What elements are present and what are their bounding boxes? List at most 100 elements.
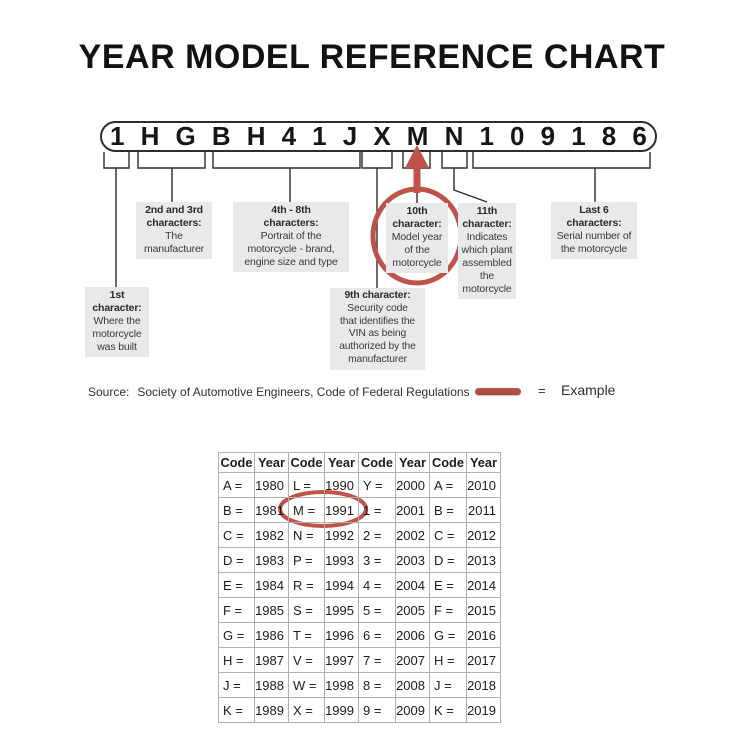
code-cell: D = [429,547,467,573]
year-cell: 1980 [254,472,289,498]
source-note: Source: Society of Automotive Engineers, … [88,385,470,399]
code-cell: H = [429,647,467,673]
vin-character: 8 [601,121,617,151]
year-cell: 2011 [466,497,501,523]
year-cell: 2014 [466,572,501,598]
year-cell: 2010 [466,472,501,498]
callout-body: Model year of the motorcycle [391,231,443,270]
callout-heading: 1st character: [92,289,142,315]
vin-character: 6 [632,121,647,151]
code-cell: 7 = [358,647,396,673]
callout-body: Portrait of the motorcycle - brand, engi… [244,230,338,269]
table-header-cell: Year [395,452,430,473]
code-cell: H = [218,647,255,673]
year-cell: 1996 [324,622,359,648]
code-cell: 9 = [358,697,396,723]
code-cell: M = [288,497,325,523]
year-cell: 2013 [466,547,501,573]
year-cell: 2002 [395,522,430,548]
table-header-cell: Year [254,452,289,473]
source-label: Source: [88,385,130,399]
year-cell: 2009 [395,697,430,723]
code-cell: C = [218,522,255,548]
code-cell: J = [218,672,255,698]
vin-character: G [175,121,196,151]
code-cell: B = [429,497,467,523]
vin-character: M [406,121,429,151]
callout-heading: Last 6 characters: [566,204,622,230]
equals-sign: = [538,383,546,398]
vin-group-brackets [103,152,651,169]
code-cell: 1 = [358,497,396,523]
code-cell: G = [218,622,255,648]
callout-heading: 4th - 8th characters: [263,204,319,230]
year-cell: 1993 [324,547,359,573]
year-cell: 1995 [324,597,359,623]
vin-character: X [373,121,391,151]
year-cell: 1999 [324,697,359,723]
table-header-cell: Code [288,452,325,473]
vin-character: 1 [110,121,125,151]
code-cell: G = [429,622,467,648]
code-cell: E = [218,572,255,598]
year-cell: 2005 [395,597,430,623]
table-header-cell: Code [429,452,467,473]
source-text: Society of Automotive Engineers, Code of… [137,385,470,399]
vin-character: N [444,121,464,151]
year-cell: 1983 [254,547,289,573]
table-header-cell: Year [324,452,359,473]
table-header-cell: Year [466,452,501,473]
callout-body: Indicates which plant assembled the moto… [461,231,513,296]
code-cell: 2 = [358,522,396,548]
table-row: H = 1987 V = 1997 7 = 2007 H = 2017 [218,647,501,673]
table-header-cell: Code [358,452,396,473]
code-cell: P = [288,547,325,573]
table-row: K = 1989 X = 1999 9 = 2009 K = 2019 [218,697,501,723]
table-row: E = 1984 R = 1994 4 = 2004 E = 2014 [218,572,501,598]
year-cell: 1990 [324,472,359,498]
year-cell: 1984 [254,572,289,598]
example-label: Example [561,382,616,398]
year-cell: 2016 [466,622,501,648]
year-cell: 1991 [324,497,359,523]
callout-body: Where the motorcycle was built [92,315,142,354]
code-cell: L = [288,472,325,498]
code-cell: F = [218,597,255,623]
year-cell: 1982 [254,522,289,548]
vin-character: 1 [312,121,327,151]
year-cell: 2003 [395,547,430,573]
year-cell: 2012 [466,522,501,548]
year-cell: 2007 [395,647,430,673]
code-cell: E = [429,572,467,598]
year-cell: 1997 [324,647,359,673]
code-cell: C = [429,522,467,548]
table-row: G = 1986 T = 1996 6 = 2006 G = 2016 [218,622,501,648]
year-cell: 1988 [254,672,289,698]
year-cell: 1989 [254,697,289,723]
vin-character: J [342,121,358,151]
example-line-swatch [475,388,521,395]
callout-char1: 1st character: Where the motorcycle was … [85,287,149,358]
year-cell: 2001 [395,497,430,523]
callout-last6: Last 6 characters: Serial number of the … [551,202,637,260]
callout-body: Serial number of the motorcycle [556,230,632,256]
table-row: A = 1980 L = 1990 Y = 2000 A = 2010 [218,472,501,498]
year-cell: 2015 [466,597,501,623]
code-cell: T = [288,622,325,648]
code-cell: R = [288,572,325,598]
callout-char10: 10th character: Model year of the motorc… [386,203,448,274]
year-cell: 1992 [324,522,359,548]
code-cell: Y = [358,472,396,498]
vin-character: 1 [571,121,586,151]
year-cell: 2018 [466,672,501,698]
code-cell: S = [288,597,325,623]
callout-char11: 11th character: Indicates which plant as… [458,203,516,300]
code-cell: 5 = [358,597,396,623]
code-cell: A = [429,472,467,498]
code-cell: 3 = [358,547,396,573]
year-cell: 2000 [395,472,430,498]
table-row: F = 1985 S = 1995 5 = 2005 F = 2015 [218,597,501,623]
code-cell: F = [429,597,467,623]
